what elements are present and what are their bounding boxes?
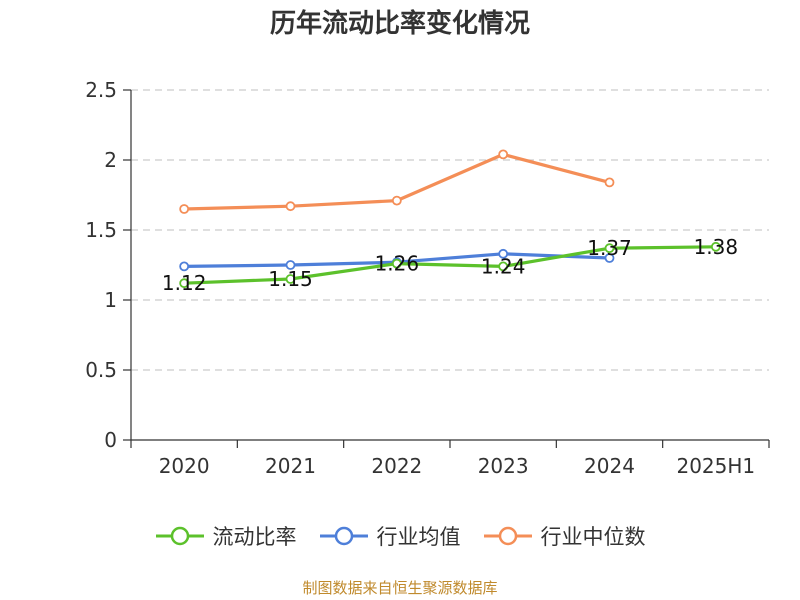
chart-legend: 流动比率 行业均值 行业中位数	[0, 518, 800, 554]
axes: 0 0.5 1 1.5 2 2.5 2020 2021 2022 2023 2024 2025H1	[85, 78, 770, 478]
data-point	[285, 274, 296, 284]
legend-marker	[498, 526, 517, 546]
y-tick-label: 2	[104, 148, 117, 172]
data-label: 1.26	[375, 252, 420, 276]
data-point	[391, 258, 402, 269]
data-point	[604, 253, 615, 263]
data-point	[179, 278, 190, 289]
legend-marker	[170, 526, 189, 546]
legend-swatch-industry-median	[483, 526, 532, 546]
x-tick-label: 2020	[159, 454, 210, 478]
data-point	[604, 243, 615, 254]
data-label: 1.37	[587, 236, 632, 260]
data-label: 1.15	[268, 267, 313, 291]
data-point	[498, 149, 509, 160]
data-point	[179, 261, 190, 272]
legend-label-current-ratio: 流动比率	[212, 525, 297, 549]
legend-marker	[334, 526, 353, 546]
grid-lines	[131, 89, 769, 371]
x-tick-label: 2025H1	[676, 454, 755, 478]
legend-swatch-current-ratio	[155, 526, 204, 546]
x-tick-label: 2023	[478, 454, 529, 478]
data-point	[498, 261, 509, 272]
y-tick-label: 2.5	[85, 78, 117, 102]
data-point	[391, 195, 402, 206]
data-label: 1.38	[694, 235, 739, 259]
legend-swatch-industry-mean	[319, 526, 368, 546]
legend-label-industry-median: 行业中位数	[540, 525, 646, 549]
data-labels: 1.12 1.15 1.26 1.24 1.37 1.38	[162, 235, 738, 295]
data-label: 1.12	[162, 271, 207, 295]
y-tick-label: 1	[104, 288, 117, 312]
legend-item-industry-mean[interactable]: 行业均值	[319, 521, 461, 551]
y-tick-label: 1.5	[85, 218, 117, 242]
x-tick-label: 2022	[371, 454, 422, 478]
legend-item-industry-median[interactable]: 行业中位数	[483, 521, 646, 551]
y-tick-label: 0	[104, 428, 117, 452]
x-tick-label: 2021	[265, 454, 316, 478]
legend-label-industry-mean: 行业均值	[376, 525, 461, 549]
data-label: 1.24	[481, 254, 526, 278]
series-line	[182, 245, 718, 285]
data-point	[285, 201, 296, 212]
chart-title: 历年流动比率变化情况	[269, 9, 530, 39]
source-note: 制图数据来自恒生聚源数据库	[302, 579, 498, 597]
data-point	[604, 177, 615, 188]
data-point	[285, 260, 296, 270]
data-point	[710, 241, 721, 252]
data-point	[179, 204, 190, 214]
series-lines	[179, 149, 721, 289]
x-tick-label: 2024	[584, 454, 635, 478]
legend-item-current-ratio[interactable]: 流动比率	[155, 521, 297, 551]
y-tick-label: 0.5	[85, 358, 117, 382]
data-point	[498, 248, 509, 259]
